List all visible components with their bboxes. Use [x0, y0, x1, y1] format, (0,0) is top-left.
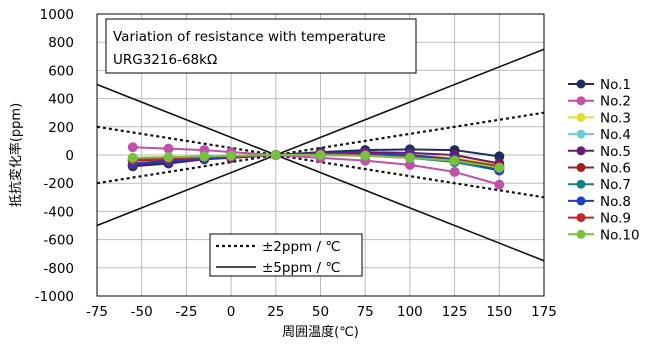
y-tick-label: 1000 [40, 7, 74, 23]
y-tick-label: -200 [43, 176, 74, 192]
data-point [360, 150, 371, 161]
legend-swatch-marker [576, 213, 586, 223]
data-point [163, 143, 174, 154]
x-tick-label: 100 [397, 304, 423, 320]
legend-label: No.10 [600, 227, 640, 243]
data-point [226, 150, 237, 161]
legend-label: No.1 [600, 77, 631, 93]
y-tick-label: 800 [48, 35, 74, 51]
legend-swatch-marker [576, 146, 586, 156]
data-series [127, 142, 505, 190]
legend-swatch-marker [576, 163, 586, 172]
data-point [404, 159, 415, 170]
y-axis-label: 抵抗変化率(ppm) [8, 103, 24, 207]
data-point [449, 166, 460, 177]
legend-swatch-marker [576, 179, 586, 189]
data-point [315, 150, 326, 160]
data-point [127, 152, 138, 163]
reference-legend-label: ±2ppm / ℃ [262, 239, 340, 255]
legend-label: No.4 [600, 127, 631, 143]
legend-swatch-marker [576, 79, 586, 89]
data-point [199, 151, 210, 162]
reference-line [96, 48, 545, 227]
data-point [404, 152, 415, 163]
y-tick-label: -400 [43, 204, 74, 220]
data-point [494, 162, 505, 173]
x-axis-ticks: -75 -50 -25 0 25 50 75 100 125 150 175 [86, 304, 557, 320]
data-point [449, 155, 460, 166]
legend-label: No.5 [600, 144, 631, 160]
reference-lines [96, 48, 545, 262]
legend-swatch-marker [576, 196, 586, 206]
y-tick-label: 600 [48, 63, 74, 79]
y-tick-label: 400 [48, 92, 74, 108]
data-point [127, 142, 138, 153]
series-line [132, 154, 500, 169]
plot-frame [96, 13, 545, 297]
series-legend: No.1No.2No.3No.4No.5No.6No.7No.8No.9No.1… [568, 77, 640, 243]
y-tick-label: -600 [43, 233, 74, 249]
data-point [494, 179, 505, 190]
legend-label: No.3 [600, 110, 631, 126]
x-tick-label: 175 [531, 304, 557, 320]
x-tick-label: 75 [357, 304, 374, 320]
title-line-2: URG3216-68kΩ [113, 52, 217, 68]
data-point [494, 151, 505, 162]
y-tick-label: -800 [43, 261, 74, 277]
y-axis-ticks: 1000 800 600 400 200 0 -200 -400 -600 -800 -1000 [35, 7, 74, 305]
legend-label: No.6 [600, 161, 631, 177]
x-tick-label: 25 [267, 304, 284, 320]
x-tick-label: 125 [442, 304, 468, 320]
x-tick-label: 0 [227, 304, 236, 320]
series-line [132, 146, 500, 186]
legend-label: No.8 [600, 194, 631, 210]
reference-line [96, 83, 545, 262]
legend-swatch-marker [576, 229, 586, 239]
x-tick-label: -25 [175, 304, 197, 320]
reference-legend-frame [209, 233, 363, 277]
data-point [270, 150, 281, 160]
x-tick-label: 150 [486, 304, 512, 320]
y-tick-label: 200 [48, 120, 74, 136]
y-tick-label: -1000 [35, 289, 74, 305]
title-box-frame [105, 18, 417, 74]
legend-swatch-marker [576, 96, 586, 106]
legend-label: No.7 [600, 177, 631, 193]
legend-label: No.9 [600, 211, 631, 227]
legend-swatch-marker [576, 112, 586, 122]
title-line-1: Variation of resistance with temperature [113, 29, 386, 45]
x-tick-label: -75 [86, 304, 108, 320]
legend-swatch-marker [576, 129, 586, 139]
reference-legend: ±2ppm / ℃ ±5ppm / ℃ [209, 233, 363, 277]
x-tick-label: -50 [131, 304, 153, 320]
legend-label: No.2 [600, 94, 631, 110]
x-axis-label: 周囲温度(℃) [282, 324, 359, 340]
title-box: Variation of resistance with temperature… [105, 18, 417, 74]
x-tick-label: 50 [312, 304, 329, 320]
data-point [163, 152, 174, 163]
y-tick-label: 0 [65, 148, 74, 164]
reference-legend-label: ±5ppm / ℃ [262, 260, 340, 276]
